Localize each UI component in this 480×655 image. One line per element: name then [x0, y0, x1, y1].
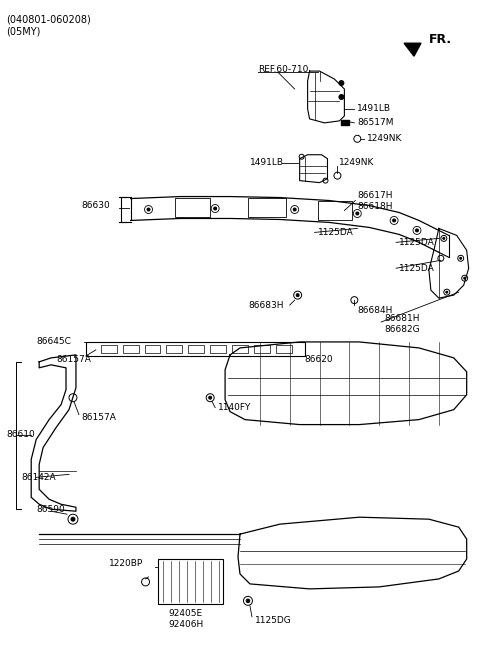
Text: 1249NK: 1249NK — [339, 159, 375, 167]
Text: 92406H: 92406H — [168, 620, 204, 629]
Text: 86645C: 86645C — [36, 337, 71, 346]
Circle shape — [147, 208, 150, 211]
Text: 1125DA: 1125DA — [318, 228, 353, 237]
Bar — [210, 345, 226, 353]
Circle shape — [71, 517, 75, 521]
Polygon shape — [404, 43, 421, 56]
Text: 1491LB: 1491LB — [357, 104, 391, 113]
Circle shape — [214, 207, 216, 210]
Bar — [167, 345, 182, 353]
Text: 86618H: 86618H — [357, 202, 393, 211]
Circle shape — [339, 81, 344, 86]
Text: 86590: 86590 — [36, 505, 65, 514]
Circle shape — [209, 396, 212, 399]
Text: FR.: FR. — [429, 33, 452, 46]
Circle shape — [339, 94, 344, 100]
Bar — [248, 198, 286, 217]
Text: REF.60-710: REF.60-710 — [258, 65, 308, 73]
Text: 1140FY: 1140FY — [218, 403, 252, 412]
Circle shape — [296, 293, 299, 297]
Text: 1220BP: 1220BP — [109, 559, 143, 569]
Bar — [101, 345, 117, 353]
Text: 86157A: 86157A — [56, 356, 91, 364]
Bar — [158, 559, 223, 604]
Text: 86142A: 86142A — [21, 473, 56, 482]
Circle shape — [460, 257, 462, 259]
Circle shape — [356, 212, 359, 215]
Circle shape — [446, 291, 448, 293]
Circle shape — [416, 229, 419, 232]
Text: 86157A: 86157A — [81, 413, 116, 422]
Circle shape — [293, 208, 296, 211]
Text: 1491LB: 1491LB — [250, 159, 284, 167]
Text: (040801-060208): (040801-060208) — [6, 14, 91, 24]
Text: 86610: 86610 — [6, 430, 35, 439]
Circle shape — [464, 277, 466, 279]
Bar — [254, 345, 270, 353]
Circle shape — [246, 599, 250, 603]
Text: 86684H: 86684H — [357, 306, 393, 314]
Bar — [188, 345, 204, 353]
Text: 86682G: 86682G — [384, 326, 420, 335]
Text: 86620: 86620 — [305, 356, 333, 364]
Text: 86630: 86630 — [81, 201, 109, 210]
Bar — [123, 345, 139, 353]
Text: 92405E: 92405E — [168, 609, 203, 618]
Bar — [232, 345, 248, 353]
Text: 86617H: 86617H — [357, 191, 393, 200]
Text: (05MY): (05MY) — [6, 26, 41, 36]
Text: 1125DG: 1125DG — [255, 616, 292, 626]
Bar — [144, 345, 160, 353]
Bar — [318, 200, 352, 221]
Text: 86681H: 86681H — [384, 314, 420, 322]
Text: 1249NK: 1249NK — [367, 134, 403, 143]
Bar — [341, 120, 349, 125]
Text: 1125DA: 1125DA — [399, 238, 435, 247]
Circle shape — [393, 219, 396, 222]
Bar — [175, 198, 210, 217]
Circle shape — [443, 237, 445, 239]
Text: 86683H: 86683H — [248, 301, 284, 310]
Bar — [276, 345, 292, 353]
Bar — [86, 342, 305, 356]
Text: 1125DA: 1125DA — [399, 264, 435, 272]
Text: 86517M: 86517M — [357, 119, 394, 127]
